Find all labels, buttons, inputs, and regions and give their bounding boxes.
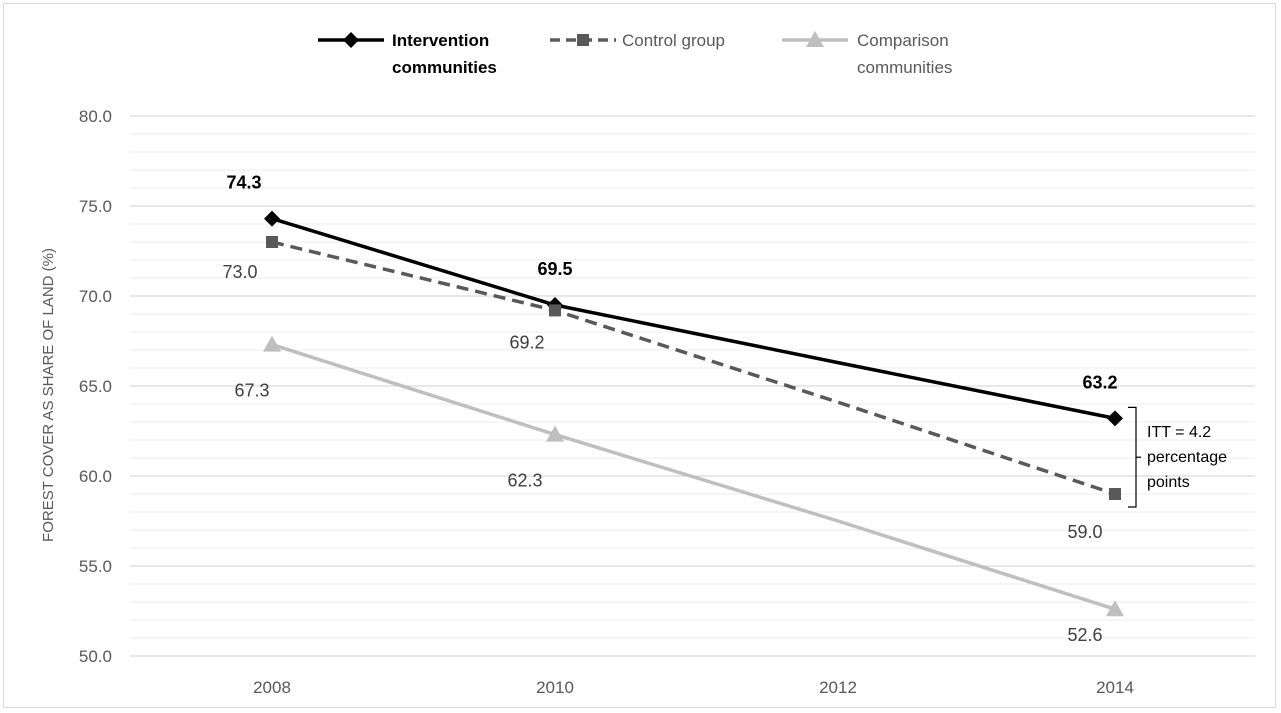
data-point-triangle <box>263 335 281 352</box>
y-tick-label: 80.0 <box>79 107 112 126</box>
data-label: 63.2 <box>1082 372 1117 392</box>
data-label: 69.2 <box>509 332 544 352</box>
data-point-square <box>549 304 561 317</box>
data-point-square <box>266 236 278 248</box>
series-comparison-communities: 67.3 62.3 52.6 <box>234 335 1124 645</box>
annotation-text: ITT = 4.2 <box>1147 424 1211 441</box>
legend-label: Comparison <box>857 31 949 50</box>
series-line <box>271 342 1116 611</box>
legend-label: communities <box>392 58 497 77</box>
data-point-diamond <box>264 210 280 227</box>
x-tick-label: 2010 <box>536 678 574 697</box>
y-axis-ticks: 50.0 55.0 60.0 65.0 70.0 75.0 80.0 <box>79 107 112 666</box>
x-tick-label: 2008 <box>253 678 291 697</box>
data-label: 69.5 <box>537 259 572 279</box>
legend-item: Control group <box>550 31 725 50</box>
y-tick-label: 60.0 <box>79 467 112 486</box>
data-label: 59.0 <box>1067 522 1102 542</box>
legend-item: Comparison communities <box>782 31 952 77</box>
y-tick-label: 50.0 <box>79 647 112 666</box>
data-point-diamond <box>1107 410 1123 427</box>
data-point-square <box>1109 488 1121 500</box>
legend-item: Intervention communities <box>318 31 497 77</box>
y-tick-label: 65.0 <box>79 377 112 396</box>
x-tick-label: 2012 <box>819 678 857 697</box>
data-point-triangle <box>1106 600 1124 617</box>
x-tick-label: 2014 <box>1096 678 1134 697</box>
series-group: 74.3 69.5 63.2 73.0 69.2 59.0 67.3 62.3 52.6 <box>222 173 1124 645</box>
legend-label: Intervention <box>392 31 489 50</box>
series-control-group: 73.0 69.2 59.0 <box>222 236 1121 542</box>
legend: Intervention communities Control group Comp… <box>318 31 952 77</box>
data-point-triangle <box>546 425 564 442</box>
y-tick-label: 70.0 <box>79 287 112 306</box>
data-label: 67.3 <box>234 381 269 401</box>
legend-swatch-diamond <box>343 32 359 48</box>
series-line <box>271 216 1116 421</box>
annotation-text: percentage <box>1147 449 1227 466</box>
y-tick-label: 55.0 <box>79 557 112 576</box>
itt-annotation: ITT = 4.2 percentage points <box>1128 406 1227 508</box>
data-label: 74.3 <box>226 173 261 193</box>
chart-frame <box>3 3 1276 708</box>
data-label: 52.6 <box>1067 625 1102 645</box>
data-label: 62.3 <box>507 471 542 491</box>
data-label: 73.0 <box>222 262 257 282</box>
legend-label: Control group <box>622 31 725 50</box>
legend-swatch-square <box>577 34 589 46</box>
y-axis-label: FOREST COVER AS SHARE OF LAND (%) <box>40 248 57 542</box>
x-axis-ticks: 2008 2010 2012 2014 <box>253 678 1134 697</box>
legend-label: communities <box>857 58 952 77</box>
y-tick-label: 75.0 <box>79 197 112 216</box>
series-line <box>271 240 1116 496</box>
annotation-text: points <box>1147 474 1190 491</box>
series-intervention-communities: 74.3 69.5 63.2 <box>226 173 1123 427</box>
legend-swatch-triangle <box>806 31 824 47</box>
